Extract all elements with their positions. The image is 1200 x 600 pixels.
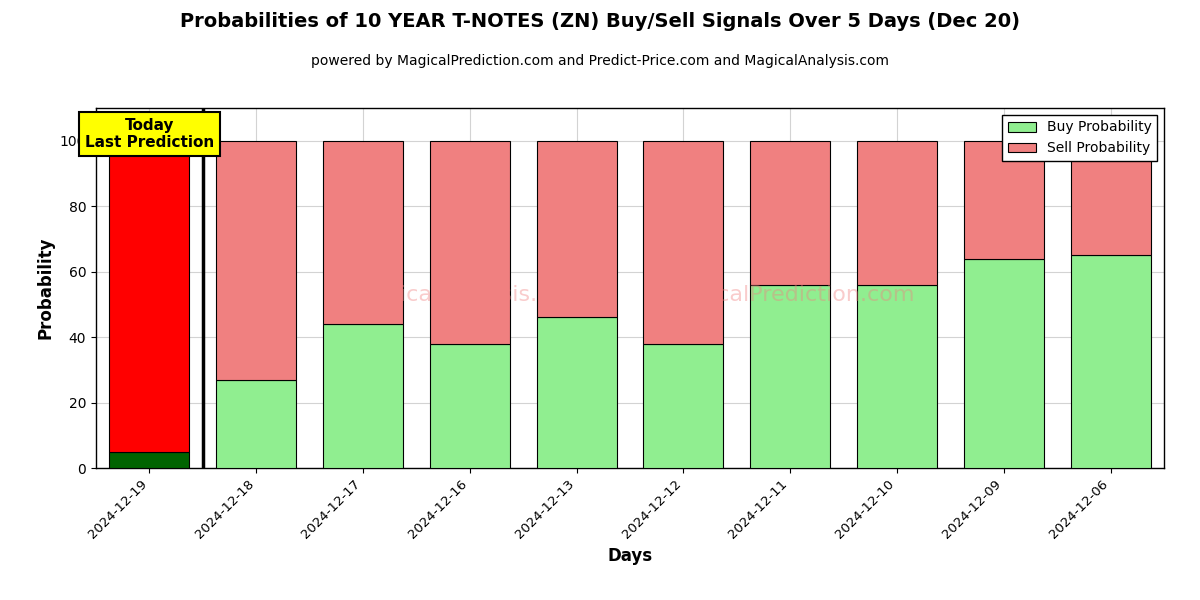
Bar: [323, 324, 403, 468]
Bar: [109, 141, 190, 452]
X-axis label: Days: Days: [607, 547, 653, 565]
Bar: [536, 141, 617, 317]
Text: MagicalAnalysis.com: MagicalAnalysis.com: [354, 285, 586, 305]
Bar: [857, 285, 937, 468]
Bar: [964, 141, 1044, 259]
Text: Today
Last Prediction: Today Last Prediction: [85, 118, 214, 150]
Bar: [216, 380, 296, 468]
Bar: [109, 452, 190, 468]
Text: Probabilities of 10 YEAR T-NOTES (ZN) Buy/Sell Signals Over 5 Days (Dec 20): Probabilities of 10 YEAR T-NOTES (ZN) Bu…: [180, 12, 1020, 31]
Legend: Buy Probability, Sell Probability: Buy Probability, Sell Probability: [1002, 115, 1157, 161]
Bar: [430, 141, 510, 344]
Bar: [1070, 141, 1151, 255]
Text: powered by MagicalPrediction.com and Predict-Price.com and MagicalAnalysis.com: powered by MagicalPrediction.com and Pre…: [311, 54, 889, 68]
Text: MagicalPrediction.com: MagicalPrediction.com: [665, 285, 916, 305]
Bar: [750, 285, 830, 468]
Y-axis label: Probability: Probability: [36, 237, 54, 339]
Bar: [750, 141, 830, 285]
Bar: [643, 344, 724, 468]
Bar: [964, 259, 1044, 468]
Bar: [430, 344, 510, 468]
Bar: [323, 141, 403, 324]
Bar: [1070, 255, 1151, 468]
Bar: [857, 141, 937, 285]
Bar: [216, 141, 296, 380]
Bar: [536, 317, 617, 468]
Bar: [643, 141, 724, 344]
